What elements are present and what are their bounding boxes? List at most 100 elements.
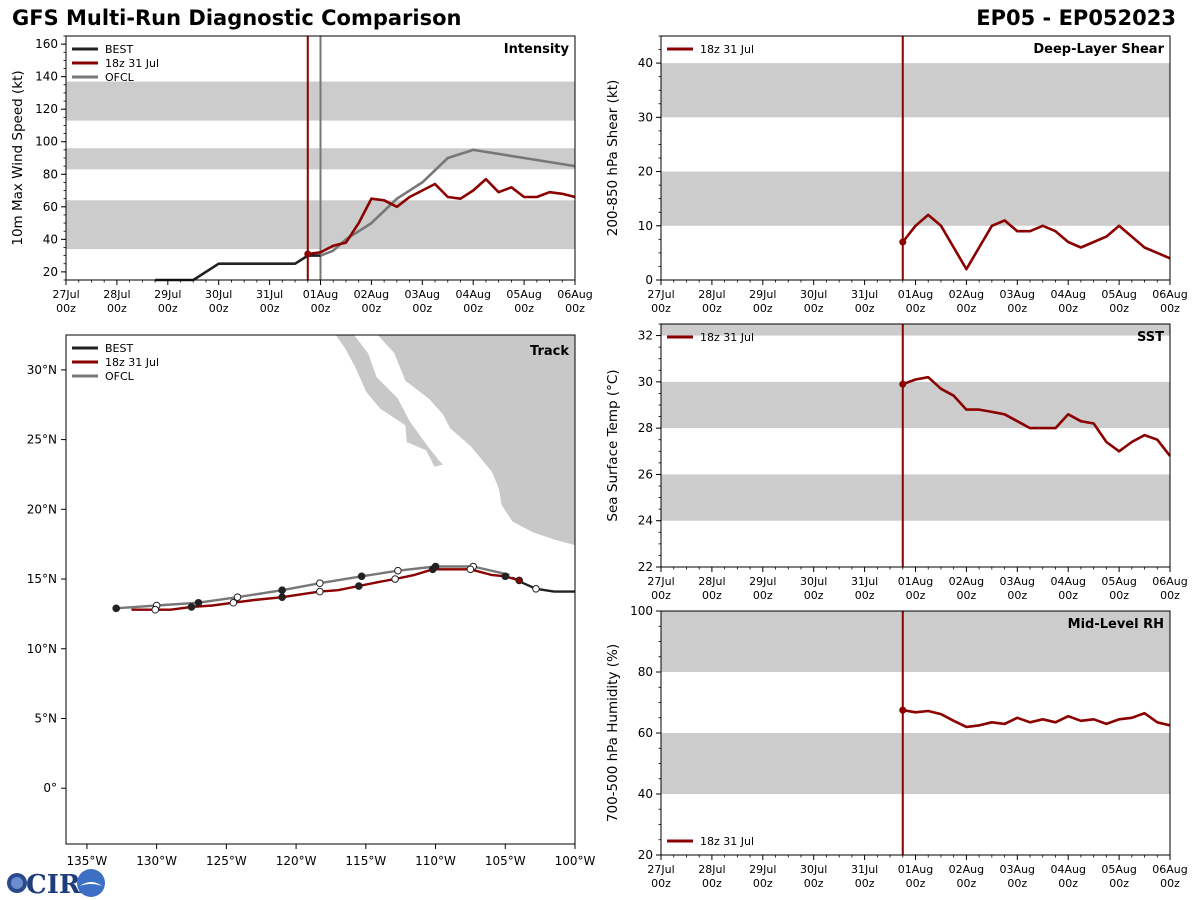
x-tick-hour: 00z — [753, 877, 773, 890]
y-tick-label: 20°N — [27, 502, 57, 516]
x-tick-label: 30Jul — [800, 575, 827, 588]
y-tick-label: 120 — [35, 102, 58, 116]
panel-title: Deep-Layer Shear — [1033, 42, 1164, 57]
x-tick-label: 30Jul — [800, 863, 827, 876]
track-point — [428, 565, 437, 574]
x-tick-hour: 00z — [855, 302, 875, 315]
x-tick-label: 01Aug — [898, 288, 933, 301]
x-tick-hour: 00z — [1058, 877, 1078, 890]
y-tick-label: 40 — [638, 56, 653, 70]
legend-label: 18z 31 Jul — [700, 331, 754, 344]
legend-label: OFCL — [105, 370, 135, 383]
threshold-band — [661, 381, 1170, 429]
x-tick-hour: 00z — [855, 589, 875, 602]
x-tick-label: 28Jul — [103, 288, 130, 301]
x-tick-hour: 00z — [957, 302, 977, 315]
x-tick-hour: 00z — [702, 589, 722, 602]
y-axis-label: Sea Surface Temp (°C) — [605, 369, 621, 521]
x-tick-hour: 00z — [260, 302, 280, 315]
x-tick-label: 31Jul — [851, 288, 878, 301]
x-tick-hour: 00z — [906, 877, 926, 890]
threshold-band — [661, 63, 1170, 118]
legend-label: 18z 31 Jul — [700, 835, 754, 848]
y-tick-label: 20 — [638, 848, 653, 862]
track-point — [501, 572, 510, 581]
x-tick-label: 03Aug — [1000, 288, 1035, 301]
x-tick-label: 01Aug — [898, 863, 933, 876]
panel-intensity: 2040608010012014016027Jul00z28Jul00z29Ju… — [10, 35, 593, 315]
y-tick-label: 30 — [638, 375, 653, 389]
y-tick-label: 28 — [638, 421, 653, 435]
init-point — [899, 706, 907, 714]
x-tick-label: 120°W — [276, 854, 317, 868]
track-point — [194, 598, 203, 607]
x-tick-label: 05Aug — [1101, 288, 1136, 301]
cira-logo: CIRA — [7, 869, 105, 900]
land-mass — [334, 335, 445, 469]
x-tick-hour: 00z — [209, 302, 229, 315]
x-tick-label: 27Jul — [647, 863, 674, 876]
x-tick-label: 03Aug — [1000, 863, 1035, 876]
x-tick-hour: 00z — [1109, 877, 1129, 890]
x-tick-label: 105°W — [485, 854, 526, 868]
y-tick-label: 26 — [638, 467, 653, 481]
x-tick-label: 06Aug — [1152, 863, 1187, 876]
x-tick-label: 31Jul — [851, 575, 878, 588]
panel-shear: 01020304027Jul00z28Jul00z29Jul00z30Jul00… — [605, 35, 1188, 315]
track-point — [112, 604, 121, 613]
x-tick-hour: 00z — [753, 302, 773, 315]
y-axis-label: 200-850 hPa Shear (kt) — [605, 80, 621, 237]
threshold-band — [661, 474, 1170, 521]
legend-label: OFCL — [105, 71, 135, 84]
legend-label: 18z 31 Jul — [105, 57, 159, 70]
y-axis-label: 10m Max Wind Speed (kt) — [10, 70, 26, 245]
x-tick-hour: 00z — [463, 302, 483, 315]
x-tick-hour: 00z — [753, 589, 773, 602]
x-tick-hour: 00z — [1007, 589, 1027, 602]
x-tick-hour: 00z — [1160, 877, 1180, 890]
x-tick-hour: 00z — [514, 302, 534, 315]
x-tick-hour: 00z — [1109, 302, 1129, 315]
x-tick-hour: 00z — [804, 589, 824, 602]
land-mass — [376, 335, 575, 547]
x-tick-hour: 00z — [1058, 302, 1078, 315]
y-tick-label: 20 — [638, 165, 653, 179]
globe-inner-icon — [11, 877, 23, 889]
legend-label: BEST — [105, 43, 133, 56]
x-tick-label: 28Jul — [698, 575, 725, 588]
x-tick-label: 31Jul — [256, 288, 283, 301]
y-tick-label: 30°N — [27, 363, 57, 377]
track-point — [394, 566, 402, 575]
series-line — [901, 213, 1171, 271]
track-point — [355, 582, 363, 590]
track-point — [229, 598, 238, 607]
x-tick-label: 27Jul — [647, 575, 674, 588]
x-tick-hour: 00z — [56, 302, 76, 315]
x-tick-label: 135°W — [67, 854, 108, 868]
page-title: GFS Multi-Run Diagnostic Comparison — [12, 6, 462, 30]
x-tick-hour: 00z — [1160, 302, 1180, 315]
x-tick-hour: 00z — [565, 302, 585, 315]
track-point — [316, 579, 324, 588]
y-tick-label: 100 — [35, 135, 58, 149]
track-point — [187, 603, 196, 611]
y-tick-label: 30 — [638, 110, 653, 124]
init-point — [899, 380, 907, 388]
x-tick-label: 28Jul — [698, 288, 725, 301]
x-tick-hour: 00z — [362, 302, 382, 315]
x-tick-label: 100°W — [555, 854, 596, 868]
x-tick-hour: 00z — [1007, 302, 1027, 315]
threshold-band — [661, 171, 1170, 226]
x-tick-label: 110°W — [415, 854, 456, 868]
plot-frame — [660, 323, 1171, 568]
legend-label: 18z 31 Jul — [105, 356, 159, 369]
init-point — [304, 250, 312, 258]
x-tick-hour: 00z — [906, 589, 926, 602]
track-line — [116, 565, 510, 610]
x-tick-label: 06Aug — [1152, 575, 1187, 588]
y-tick-label: 60 — [43, 200, 58, 214]
x-tick-label: 03Aug — [405, 288, 440, 301]
track-point — [278, 586, 286, 594]
y-tick-label: 100 — [630, 604, 653, 618]
